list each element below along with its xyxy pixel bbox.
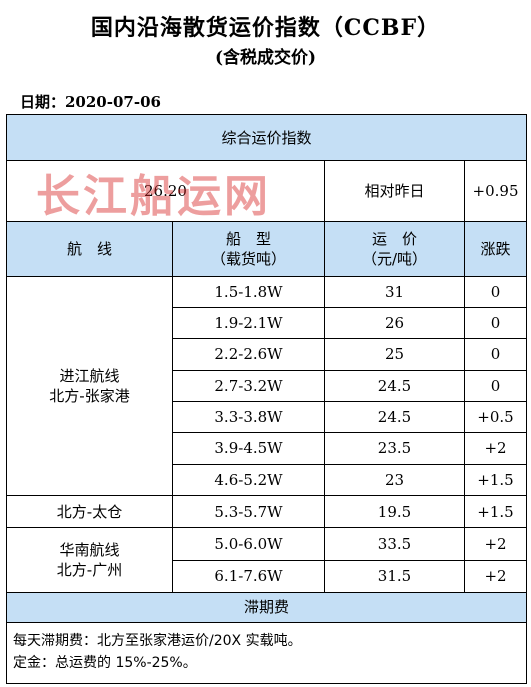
col-change: 涨跌 bbox=[463, 221, 528, 277]
table-row: 华南航线 北方-广州 5.0-6.0W 33.5 +2 bbox=[6, 527, 528, 593]
col-price-line1: 运 价 bbox=[371, 229, 417, 248]
price-cell: 33.5 bbox=[324, 527, 465, 561]
price-cell: 25 bbox=[324, 338, 465, 371]
compare-label: 相对昨日 bbox=[324, 160, 465, 223]
change-cell: 0 bbox=[463, 275, 528, 309]
col-price: 运 价 （元/吨） bbox=[324, 221, 465, 277]
demurrage-note-1: 每天滞期费：北方至张家港运价/20X 实载吨。 bbox=[13, 633, 302, 650]
deposit-note: 定金：总运费的 15%-25%。 bbox=[13, 655, 197, 672]
change-cell: 0 bbox=[463, 338, 528, 371]
table-row: 3.3-3.8W 24.5 +0.5 bbox=[7, 400, 528, 434]
table-row: 6.1-7.6W 31.5 +2 bbox=[7, 559, 528, 593]
price-cell: 26 bbox=[324, 306, 465, 340]
freight-index-table: 综合运价指数 26.20 相对昨日 +0.95 航 线 船 型 （载货吨） 运 … bbox=[5, 113, 528, 684]
composite-header-row: 综合运价指数 bbox=[5, 113, 528, 162]
demurrage-notes-row: 每天滞期费：北方至张家港运价/20X 实载吨。 定金：总运费的 15%-25%。 bbox=[5, 622, 528, 684]
route-line1: 华南航线 bbox=[59, 540, 120, 559]
demurrage-label: 滞期费 bbox=[5, 591, 528, 624]
route-line1: 进江航线 bbox=[59, 366, 120, 385]
price-cell: 23.5 bbox=[324, 432, 465, 465]
change-cell: +2 bbox=[463, 559, 528, 593]
change-cell: +2 bbox=[463, 527, 528, 561]
demurrage-header-row: 滞期费 bbox=[5, 591, 528, 624]
page-subtitle: (含税成交价) bbox=[214, 48, 317, 68]
price-cell: 19.5 bbox=[324, 494, 465, 529]
route-cell: 华南航线 北方-广州 bbox=[6, 527, 173, 593]
col-ship-type-line2: （载货吨） bbox=[210, 249, 286, 268]
change-cell: 0 bbox=[463, 306, 528, 340]
table-row: 3.9-4.5W 23.5 +2 bbox=[7, 432, 528, 465]
price-cell: 31.5 bbox=[324, 559, 465, 593]
price-cell: 24.5 bbox=[324, 369, 465, 402]
ship-cell: 2.7-3.2W bbox=[172, 369, 325, 402]
ship-cell: 5.0-6.0W bbox=[172, 527, 325, 561]
change-cell: +0.5 bbox=[463, 400, 528, 434]
ship-cell: 1.9-2.1W bbox=[172, 306, 325, 340]
ship-cell: 4.6-5.2W bbox=[172, 463, 325, 496]
table-row: 北方-太仓 5.3-5.7W 19.5 +1.5 bbox=[6, 494, 528, 529]
ship-cell: 1.5-1.8W bbox=[172, 275, 325, 309]
table-row: 进江航线 北方-张家港 1.5-1.8W 31 0 bbox=[6, 275, 528, 496]
price-cell: 24.5 bbox=[324, 400, 465, 434]
report-date: 日期：2020-07-06 bbox=[20, 93, 161, 111]
table-row: 2.7-3.2W 24.5 0 bbox=[7, 369, 528, 402]
price-cell: 31 bbox=[324, 275, 465, 309]
ship-cell: 6.1-7.6W bbox=[172, 559, 325, 593]
change-cell: +2 bbox=[463, 432, 528, 465]
table-row: 1.9-2.1W 26 0 bbox=[7, 306, 528, 340]
ship-cell: 2.2-2.6W bbox=[172, 338, 325, 371]
table-row: 4.6-5.2W 23 +1.5 bbox=[7, 463, 528, 496]
page-title: 国内沿海散货运价指数（CCBF） bbox=[90, 15, 441, 41]
col-ship-type: 船 型 （载货吨） bbox=[172, 221, 325, 277]
column-header-row: 航 线 船 型 （载货吨） 运 价 （元/吨） 涨跌 bbox=[6, 221, 528, 277]
ship-cell: 5.3-5.7W bbox=[172, 494, 325, 529]
col-ship-type-line1: 船 型 bbox=[225, 229, 271, 248]
composite-value-row: 26.20 相对昨日 +0.95 bbox=[6, 160, 528, 223]
col-price-line2: （元/吨） bbox=[361, 249, 428, 268]
demurrage-notes: 每天滞期费：北方至张家港运价/20X 实载吨。 定金：总运费的 15%-25%。 bbox=[5, 622, 528, 684]
route-line2: 北方-张家港 bbox=[49, 386, 130, 405]
col-route: 航 线 bbox=[6, 221, 173, 277]
composite-label: 综合运价指数 bbox=[5, 113, 528, 162]
ship-cell: 3.3-3.8W bbox=[172, 400, 325, 434]
price-cell: 23 bbox=[324, 463, 465, 496]
route-cell: 进江航线 北方-张家港 bbox=[6, 275, 173, 496]
change-cell: 0 bbox=[463, 369, 528, 402]
composite-value: 26.20 bbox=[6, 160, 325, 223]
route-line2: 北方-广州 bbox=[56, 561, 123, 580]
ship-cell: 3.9-4.5W bbox=[172, 432, 325, 465]
route-cell: 北方-太仓 bbox=[6, 494, 173, 529]
composite-change: +0.95 bbox=[463, 160, 528, 223]
change-cell: +1.5 bbox=[463, 463, 528, 496]
change-cell: +1.5 bbox=[463, 494, 528, 529]
